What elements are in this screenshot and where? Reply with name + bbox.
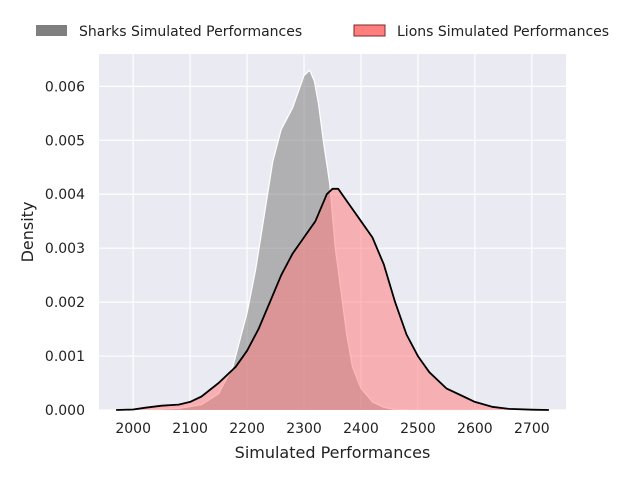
x-tick-label: 2100 [172, 421, 208, 437]
x-tick-label: 2200 [229, 421, 265, 437]
x-axis-ticks: 2000 2100 2200 2300 2400 2500 2600 2700 [115, 421, 549, 437]
y-tick-label: 0.001 [45, 349, 85, 365]
y-tick-label: 0.002 [45, 295, 85, 311]
x-tick-label: 2000 [115, 421, 151, 437]
x-axis-label: Simulated Performances [235, 443, 431, 462]
x-tick-label: 2500 [400, 421, 436, 437]
density-line-lions [116, 187, 549, 411]
y-axis-label: Density [18, 202, 37, 263]
y-tick-label: 0.003 [45, 241, 85, 257]
density-area-lions [116, 188, 549, 410]
legend-label-lions: Lions Simulated Performances [397, 24, 609, 40]
density-areas [116, 69, 549, 411]
y-tick-label: 0.006 [45, 79, 85, 95]
x-tick-label: 2300 [286, 421, 322, 437]
legend: Sharks Simulated Performances Lions Simu… [36, 24, 609, 40]
y-axis-ticks: 0.000 0.001 0.002 0.003 0.004 0.005 0.006 [45, 79, 85, 419]
legend-swatch-lions [353, 24, 386, 37]
y-tick-label: 0.004 [45, 187, 85, 203]
x-tick-label: 2700 [514, 421, 550, 437]
x-tick-label: 2600 [457, 421, 493, 437]
y-tick-label: 0.005 [45, 133, 85, 149]
density-area-sharks [133, 70, 430, 410]
x-tick-label: 2400 [343, 421, 379, 437]
y-tick-label: 0.000 [45, 403, 85, 419]
legend-swatch-sharks [36, 25, 67, 36]
legend-label-sharks: Sharks Simulated Performances [79, 24, 302, 40]
